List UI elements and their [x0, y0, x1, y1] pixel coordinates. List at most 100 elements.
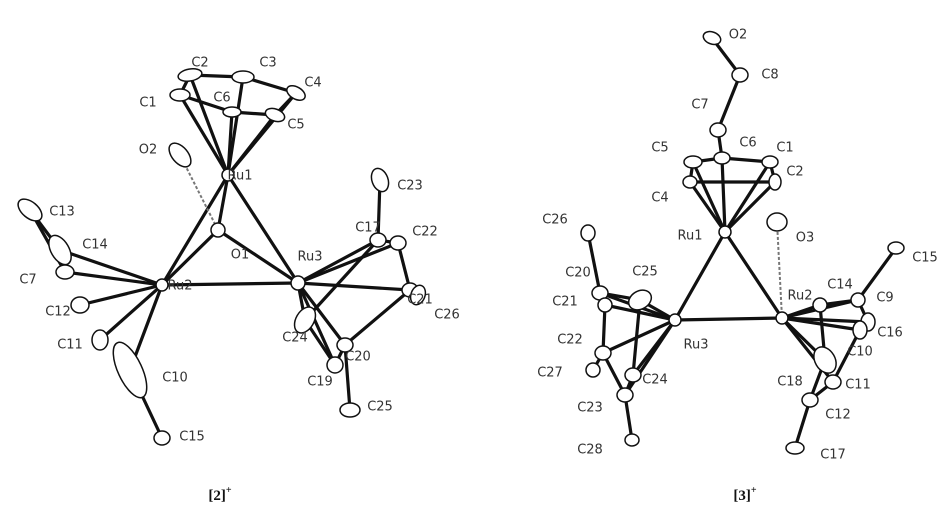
- atom-label: C15: [179, 430, 205, 445]
- atom-label: O1: [231, 248, 250, 263]
- atom-label: C15: [912, 251, 938, 266]
- bond: [228, 112, 232, 175]
- atom-label: C2: [786, 165, 803, 180]
- atom-label: Ru1: [228, 169, 253, 184]
- atom: [368, 166, 391, 194]
- atom-label: C12: [825, 408, 851, 423]
- atom-label: C25: [632, 265, 658, 280]
- atom-label: C26: [434, 308, 460, 323]
- atom-label: C8: [761, 68, 778, 83]
- atom-label: C21: [407, 293, 433, 308]
- atom-label: C17: [355, 221, 381, 236]
- atom-label: O3: [796, 231, 815, 246]
- atom: [56, 265, 74, 279]
- caption-charge: +: [751, 485, 757, 496]
- atom-label: C27: [537, 366, 563, 381]
- atom: [701, 29, 722, 46]
- bond: [675, 232, 725, 320]
- atom: [106, 338, 153, 403]
- bond: [725, 162, 770, 232]
- atom-label: C28: [577, 443, 603, 458]
- atom: [669, 314, 681, 326]
- atom-label: C23: [577, 401, 603, 416]
- atom-label: C5: [651, 141, 668, 156]
- caption-text: [3]: [733, 488, 751, 504]
- atom: [802, 393, 818, 407]
- atom-label: C2: [191, 56, 208, 71]
- atom: [825, 375, 841, 389]
- atom: [625, 368, 641, 382]
- atom-label: C6: [739, 136, 756, 151]
- atom: [684, 156, 702, 168]
- atom-label: C20: [565, 266, 591, 281]
- atom-label: C25: [367, 400, 393, 415]
- atom: [767, 213, 787, 231]
- atom: [851, 293, 865, 307]
- atom-label: C4: [304, 76, 321, 91]
- atom-label: O2: [139, 143, 158, 158]
- atom-label: C24: [642, 373, 668, 388]
- atom: [786, 442, 804, 454]
- caption: [2]+: [208, 485, 232, 504]
- bond: [693, 162, 725, 232]
- atom: [165, 139, 195, 171]
- atom-label: C3: [259, 56, 276, 71]
- hydrogen-bond: [777, 222, 782, 318]
- atom: [581, 225, 595, 241]
- atom-label: Ru1: [678, 229, 703, 244]
- atom-label: Ru3: [298, 250, 323, 265]
- atom-label: C7: [691, 98, 708, 113]
- atom: [719, 226, 731, 238]
- atom: [683, 176, 697, 188]
- atom-label: C21: [552, 295, 578, 310]
- caption-charge: +: [226, 485, 232, 496]
- atom: [732, 68, 748, 82]
- atom: [291, 276, 305, 290]
- bond: [345, 290, 410, 345]
- atom: [762, 156, 778, 168]
- bond: [675, 318, 782, 320]
- atom-label: C16: [877, 326, 903, 341]
- atom-label: O2: [729, 28, 748, 43]
- atom: [170, 89, 190, 101]
- atom-label: C9: [876, 291, 893, 306]
- atom: [14, 195, 46, 225]
- atom: [595, 346, 611, 360]
- atom-label: C14: [82, 238, 108, 253]
- atom-label: C19: [307, 375, 333, 390]
- atom: [710, 123, 726, 137]
- atom-label: C4: [651, 191, 668, 206]
- atom-label: C1: [139, 96, 156, 111]
- atom: [853, 321, 867, 339]
- atom: [340, 403, 360, 417]
- caption: [3]+: [733, 485, 757, 504]
- atom-label: C7: [19, 273, 36, 288]
- atom: [92, 330, 108, 350]
- atom-label: C14: [827, 278, 853, 293]
- atom-label: C24: [282, 331, 308, 346]
- bond: [228, 175, 298, 283]
- atom: [232, 71, 254, 83]
- bond: [718, 75, 740, 130]
- atom: [714, 152, 730, 164]
- atom: [625, 434, 639, 446]
- diagram: C2C3C4C1C6C5O2Ru1C23C13C14O1C17C22Ru3C7R…: [0, 0, 945, 513]
- atom-label: C10: [847, 345, 873, 360]
- atom: [156, 279, 168, 291]
- atom-label: C12: [45, 305, 71, 320]
- atom-label: C6: [213, 91, 230, 106]
- atom: [586, 363, 600, 377]
- atom: [617, 388, 633, 402]
- atom-label: C10: [162, 371, 188, 386]
- atom-label: C20: [345, 350, 371, 365]
- atom: [154, 431, 170, 445]
- atom: [327, 357, 343, 373]
- atom: [598, 298, 612, 312]
- atom-label: Ru2: [168, 279, 193, 294]
- atom: [211, 223, 225, 237]
- atom-label: Ru3: [684, 338, 709, 353]
- atom: [390, 236, 406, 250]
- bond: [690, 182, 725, 232]
